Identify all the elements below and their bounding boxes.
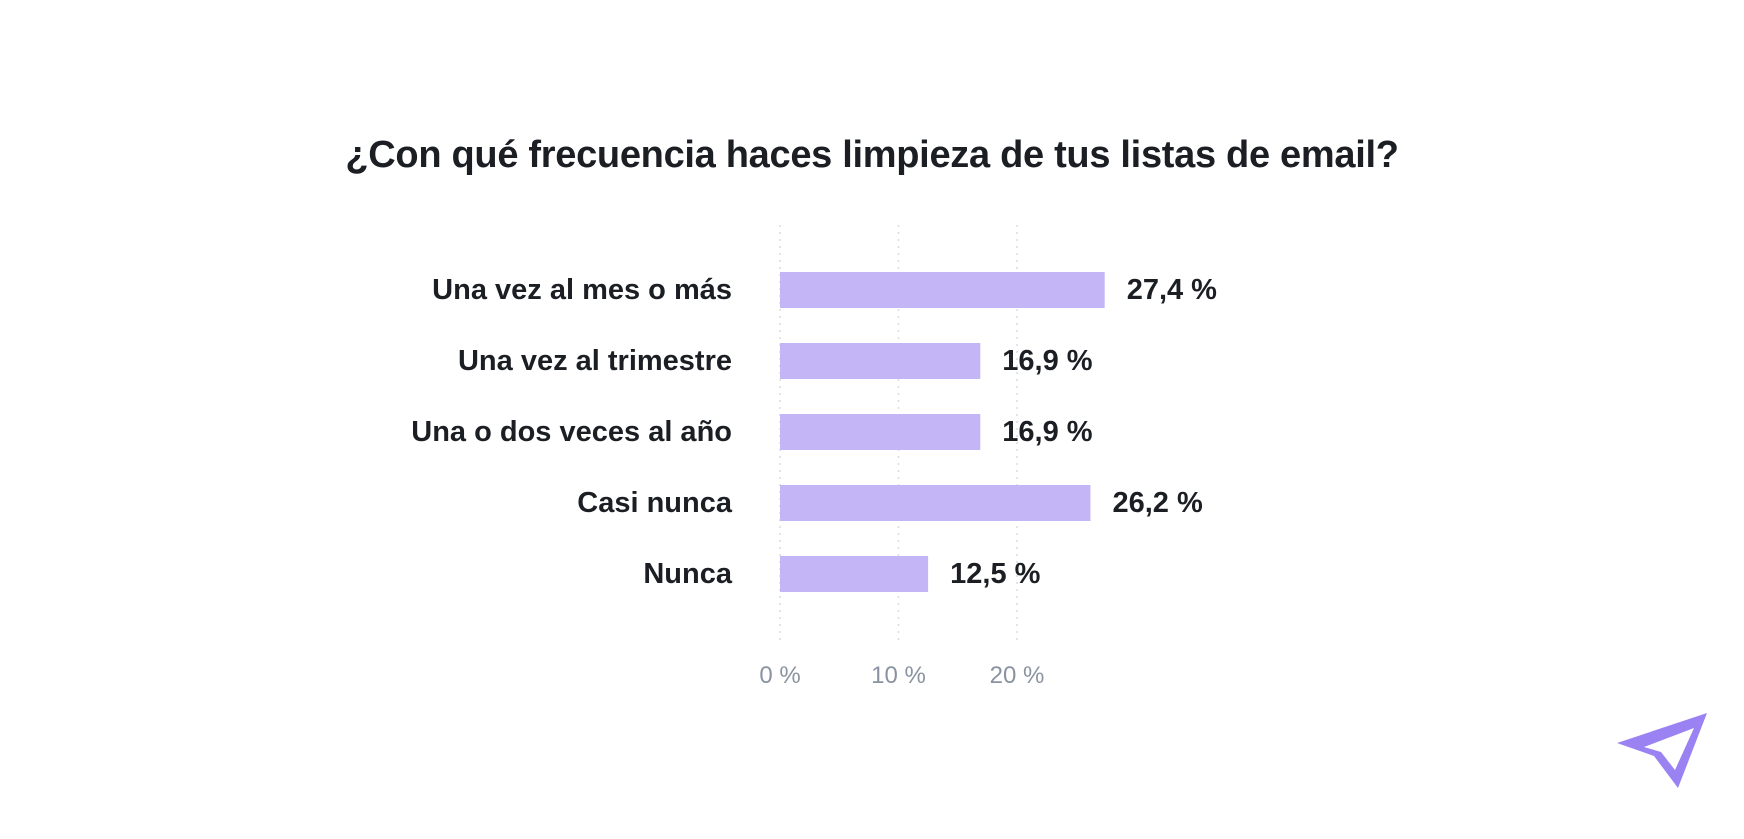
x-axis-ticks: 0 % 10 % 20 % bbox=[759, 662, 1044, 689]
paper-plane-icon bbox=[1617, 713, 1707, 788]
category-label: Una vez al trimestre bbox=[458, 345, 732, 377]
category-label: Nunca bbox=[643, 558, 733, 590]
bar bbox=[780, 343, 981, 379]
x-tick-label: 10 % bbox=[871, 662, 926, 689]
bar bbox=[780, 414, 981, 450]
value-label: 16,9 % bbox=[1002, 345, 1092, 377]
value-label: 12,5 % bbox=[950, 558, 1040, 590]
bar bbox=[780, 272, 1105, 308]
category-label: Casi nunca bbox=[577, 487, 733, 519]
x-tick-label: 0 % bbox=[759, 662, 800, 689]
category-label: Una o dos veces al año bbox=[411, 416, 732, 448]
category-label: Una vez al mes o más bbox=[432, 274, 732, 306]
labels: Una vez al mes o más 27,4 % Una vez al tri… bbox=[411, 274, 1217, 590]
value-label: 16,9 % bbox=[1002, 416, 1092, 448]
value-label: 26,2 % bbox=[1112, 487, 1202, 519]
bar bbox=[780, 485, 1091, 521]
bar bbox=[780, 556, 929, 592]
x-tick-label: 20 % bbox=[990, 662, 1045, 689]
value-label: 27,4 % bbox=[1127, 274, 1217, 306]
chart-title: ¿Con qué frecuencia haces limpieza de tu… bbox=[345, 134, 1399, 176]
bars bbox=[780, 272, 1105, 592]
